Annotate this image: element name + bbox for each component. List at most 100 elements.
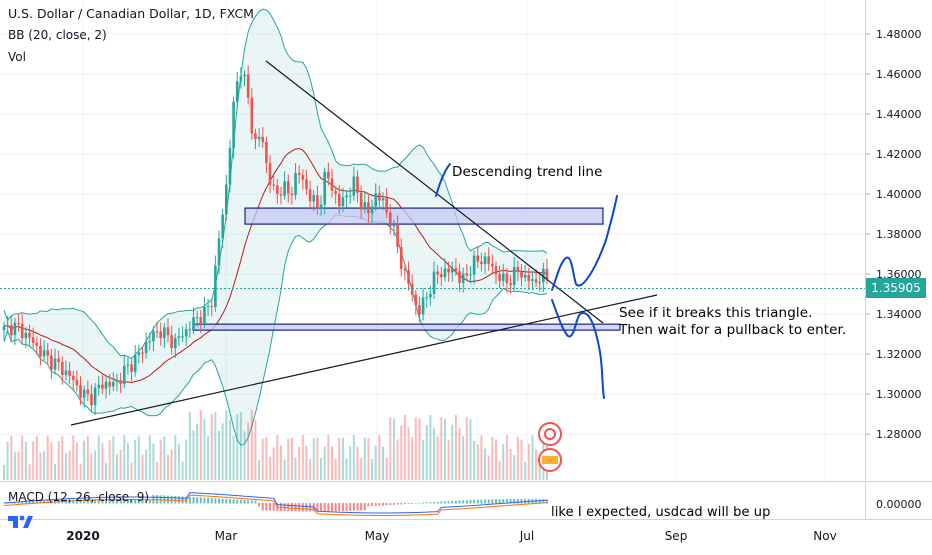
triangle-note-line1[interactable]: See if it breaks this triangle.	[619, 305, 813, 321]
macd-histogram-bar	[301, 503, 304, 512]
volume-bar	[385, 457, 388, 480]
macd-histogram-bar	[272, 503, 275, 511]
candle-body	[301, 175, 305, 180]
descending-trend-line	[265, 60, 604, 324]
macd-histogram-bar	[411, 503, 414, 504]
macd-histogram-bar	[203, 497, 206, 504]
candle-body	[512, 266, 516, 286]
volume-bar	[203, 419, 206, 480]
volume-bar	[130, 462, 133, 480]
candle-body	[520, 271, 523, 278]
macd-histogram-bar	[225, 498, 228, 504]
macd-histogram-bar	[181, 496, 184, 504]
macd-histogram-bar	[115, 499, 118, 504]
events-icon[interactable]	[535, 418, 565, 474]
bottom-note[interactable]: like I expected, usdcad will be up	[551, 505, 771, 520]
resistance-zone	[244, 207, 604, 225]
volume-bar	[516, 436, 519, 480]
macd-histogram-bar	[170, 495, 173, 504]
volume-bar	[531, 435, 534, 480]
candle-body	[261, 136, 265, 142]
macd-histogram-bar	[210, 498, 213, 504]
macd-histogram-bar	[101, 499, 104, 504]
volume-bar	[123, 435, 126, 480]
volume-bar	[338, 438, 341, 480]
trend-drawings[interactable]	[70, 60, 658, 426]
candle-body	[407, 270, 410, 284]
candle-body	[399, 247, 403, 269]
candle-body	[276, 185, 279, 195]
macd-histogram-bar	[476, 499, 479, 504]
macd-histogram-bar	[341, 503, 344, 512]
candle-body	[476, 255, 480, 262]
volume-indicator-label[interactable]: Vol	[8, 50, 26, 64]
macd-line	[3, 492, 548, 514]
candle-body	[523, 274, 527, 278]
price-tick-label: 1.38000	[876, 228, 922, 241]
volume-bar	[79, 463, 82, 480]
macd-histogram-bar	[218, 498, 221, 504]
macd-histogram-bar	[356, 503, 359, 511]
volume-bar	[90, 453, 93, 480]
candle-body	[82, 389, 86, 398]
macd-histogram-bar	[207, 497, 210, 504]
price-tick-label: 1.34000	[876, 308, 922, 321]
macd-histogram-bar	[480, 499, 483, 504]
candle-body	[312, 195, 316, 202]
macd-histogram-bar	[546, 499, 548, 504]
macd-histogram-bar	[473, 499, 476, 504]
candle-body	[181, 336, 184, 338]
volume-bar	[13, 452, 16, 480]
candle-body	[465, 273, 469, 276]
macd-histogram-bar	[134, 499, 137, 504]
macd-histogram-bar	[75, 499, 78, 504]
macd-histogram-bar	[462, 500, 465, 504]
candle-body	[93, 387, 97, 406]
macd-histogram-bar	[228, 499, 231, 504]
candle-body	[254, 133, 257, 140]
candle-body	[225, 184, 228, 215]
bb-fill	[4, 9, 547, 446]
macd-indicator-label[interactable]: MACD (12, 26, close, 9)	[8, 490, 150, 504]
volume-bar	[440, 417, 443, 480]
candle-body	[35, 342, 39, 346]
candle-body	[305, 179, 308, 190]
symbol-title[interactable]: U.S. Dollar / Canadian Dollar, 1D, FXCM	[8, 6, 254, 21]
volume-bar	[207, 435, 210, 480]
candle-body	[381, 198, 385, 201]
volume-bar	[261, 438, 264, 480]
volume-bar	[469, 419, 472, 480]
triangle-note-line2[interactable]: Then wait for a pullback to enter.	[619, 322, 847, 338]
volume-bar	[258, 459, 261, 480]
volume-bars	[3, 410, 548, 480]
macd-histogram-bar	[484, 499, 487, 504]
candle-body	[330, 178, 334, 191]
volume-bar	[538, 454, 541, 480]
time-tick-label: Mar	[215, 529, 238, 543]
candle-body	[516, 266, 520, 272]
macd-histogram-bar	[21, 501, 24, 504]
volume-bar	[68, 450, 71, 480]
volume-bar	[422, 439, 425, 480]
price-axis-ticks[interactable]: 1.48000 1.46000 1.44000 1.42000 1.40000 1.380…	[865, 28, 922, 441]
trend-line-note[interactable]: Descending trend line	[452, 164, 603, 180]
volume-bar	[134, 440, 137, 480]
volume-bar	[309, 458, 312, 480]
volume-bar	[141, 454, 144, 480]
candle-body	[232, 101, 235, 149]
volume-bar	[389, 417, 392, 480]
volume-bar	[46, 435, 49, 480]
volume-bar	[425, 425, 428, 480]
volume-bar	[487, 455, 490, 480]
macd-histogram-bar	[39, 500, 42, 504]
macd-histogram-bar	[126, 499, 129, 504]
time-axis-ticks[interactable]: 2020 Mar May Jul Sep Nov	[66, 529, 836, 543]
macd-histogram-bar	[520, 499, 523, 504]
volume-bar	[520, 439, 523, 480]
bb-indicator-label[interactable]: BB (20, close, 2)	[8, 28, 107, 42]
candle-body	[337, 193, 341, 207]
volume-bar	[3, 465, 5, 480]
macd-histogram-bar	[199, 497, 202, 504]
candle-body	[206, 306, 210, 308]
